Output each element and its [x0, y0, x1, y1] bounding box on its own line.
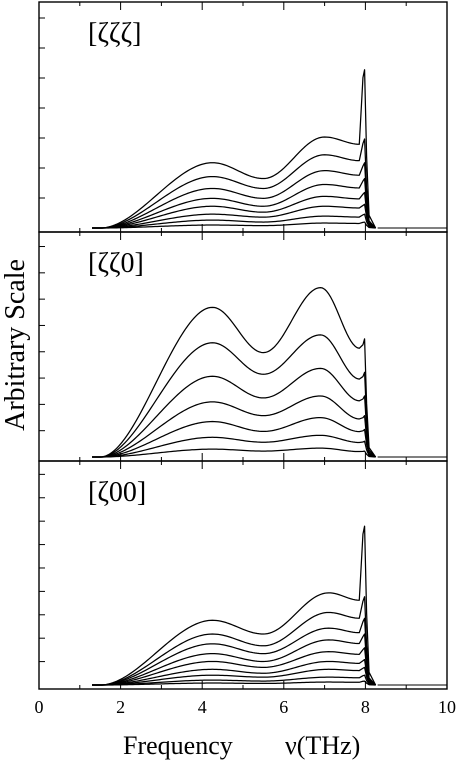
- y-axis-label: Arbitrary Scale: [0, 259, 31, 431]
- data-series-curve: [92, 633, 376, 686]
- panel-label: [ζζ0]: [88, 248, 144, 279]
- x-tick-label: 0: [35, 697, 44, 717]
- data-series-curve: [92, 647, 376, 686]
- data-series-curve: [92, 162, 376, 229]
- data-series-curve: [92, 213, 376, 229]
- x-tick-label: 4: [198, 697, 207, 717]
- x-tick-label: 6: [279, 697, 288, 717]
- panel-3: [ζ00]: [38, 460, 448, 690]
- x-tick-label: 2: [116, 697, 125, 717]
- data-series-curve: [92, 617, 376, 686]
- panel-label: [ζ00]: [88, 477, 146, 508]
- data-series-curve: [92, 203, 376, 229]
- data-series-curve: [92, 596, 377, 686]
- panel-1: [ζζζ]: [38, 1, 448, 233]
- x-tick-label: 10: [438, 697, 456, 717]
- data-series-curve: [92, 674, 376, 686]
- panel-label: [ζζζ]: [88, 18, 141, 49]
- data-series-curve: [92, 287, 377, 458]
- data-series-curve: [92, 177, 376, 229]
- panels-layer: [ζζζ] [ζζ0] [ζ00]: [38, 1, 448, 690]
- data-series-curve: [92, 138, 377, 229]
- x-axis-label-prefix: Frequency: [123, 731, 233, 760]
- data-series-curve: [92, 525, 377, 686]
- data-series-curve: [92, 416, 376, 458]
- data-series-curve: [92, 434, 376, 458]
- data-series-curve: [92, 367, 376, 458]
- data-series-curve: [92, 447, 376, 458]
- data-series-curve: [92, 69, 377, 229]
- x-axis-layer: 0 2 4 6 8 10: [35, 697, 457, 717]
- x-tick-label: 8: [361, 697, 370, 717]
- x-axis-label-unit: ν(THz): [285, 731, 360, 760]
- data-series-curve: [92, 658, 376, 686]
- data-series-curve: [92, 191, 376, 229]
- data-series-curve: [92, 221, 376, 229]
- data-series-curve: [92, 395, 376, 458]
- data-series-curve: [92, 680, 376, 686]
- panel-2: [ζζ0]: [38, 231, 448, 462]
- data-series-curve: [92, 334, 377, 458]
- data-series-curve: [92, 666, 376, 686]
